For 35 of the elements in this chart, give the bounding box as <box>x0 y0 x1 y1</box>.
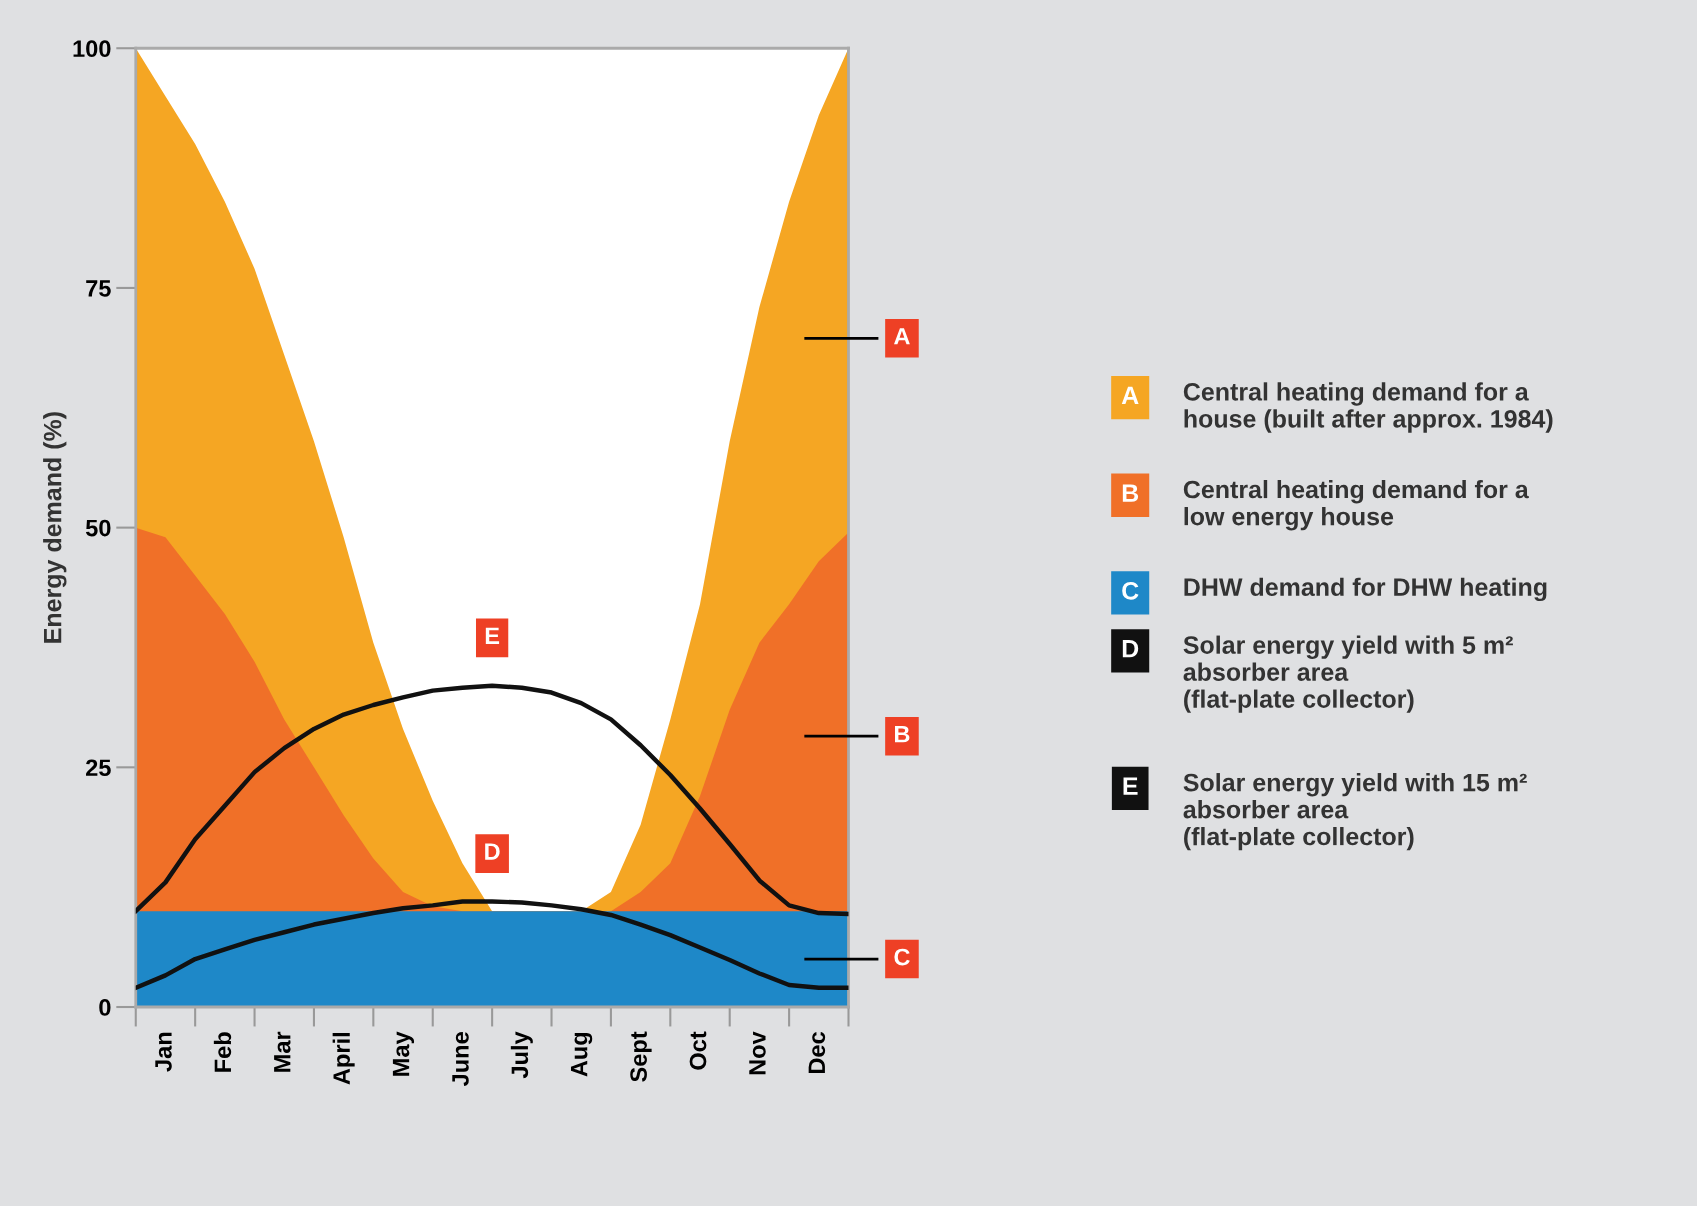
x-tick-label: April <box>332 1032 355 1085</box>
y-tick-label: 0 <box>99 999 111 1016</box>
x-tick-label: Nov <box>749 1031 766 1075</box>
x-tick-label: Feb <box>213 1032 232 1072</box>
y-tick-label: 25 <box>86 759 111 777</box>
text: B <box>895 726 910 743</box>
text: C <box>1122 581 1139 600</box>
legend-label: Central heating demand for a house (built after approx. 1984) <box>1183 382 1553 433</box>
annotation: D <box>485 843 500 860</box>
line-series <box>135 683 849 917</box>
text: D <box>1122 640 1139 658</box>
x-tick-label: Aug <box>570 1032 593 1077</box>
x-tick-label: Sept <box>630 1031 652 1082</box>
text: A <box>1121 386 1139 405</box>
text: C <box>894 948 910 966</box>
x-tick-label: Jan <box>155 1032 172 1072</box>
x-tick-label: July <box>510 1031 533 1079</box>
text: A <box>894 328 910 345</box>
y-tick-label: 100 <box>73 40 111 58</box>
legend-label: Central heating demand for a low energy house <box>1183 479 1529 531</box>
legend-label: Solar energy yield with 5 m² absorber area (flat-plate collector) <box>1183 635 1513 713</box>
text: E <box>1123 777 1138 795</box>
x-tick-label: Oct <box>689 1031 707 1070</box>
legend-label: DHW demand for DHW heating <box>1184 577 1547 602</box>
y-tick-label: 50 <box>85 519 111 537</box>
legend-label: Solar energy yield with 15 m² absorber area (flat-plate collector) <box>1183 773 1527 851</box>
x-tick-label: Mar <box>274 1031 291 1072</box>
x-tick-label: May <box>392 1031 415 1076</box>
y-tick-label: 75 <box>86 280 111 297</box>
x-tick-label: Dec <box>808 1032 826 1074</box>
annotation: E <box>485 627 500 644</box>
x-tick-label: June <box>452 1032 469 1087</box>
line-series <box>135 899 849 991</box>
y-axis-title: Energy demand (%) <box>43 412 67 643</box>
text: B <box>1122 484 1139 502</box>
